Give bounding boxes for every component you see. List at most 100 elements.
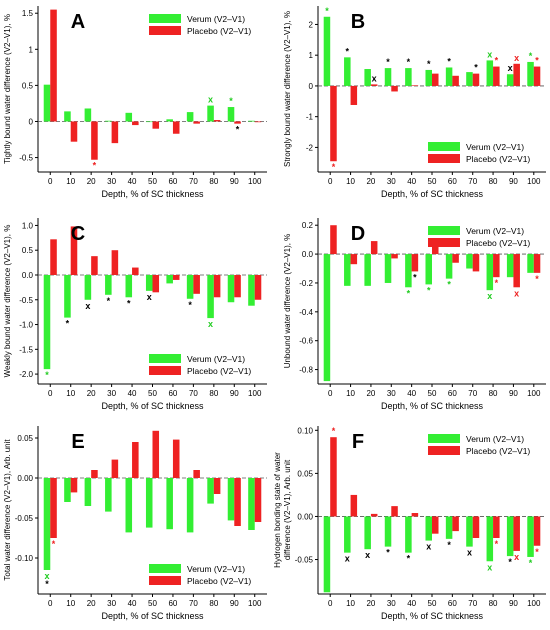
legend-swatch-verum — [428, 434, 460, 443]
x-tick-label: 80 — [489, 389, 498, 398]
bar-verum-90 — [227, 274, 235, 303]
bar-verum-100 — [248, 274, 255, 306]
y-axis-title: Strongly bound water difference (V2–V1),… — [283, 11, 292, 167]
significance-mark: x — [365, 550, 370, 560]
significance-mark: x — [514, 53, 519, 63]
y-tick-label: 0.0 — [22, 271, 34, 280]
bar-verum-0 — [323, 16, 331, 86]
x-tick-label: 20 — [366, 599, 375, 608]
bar-verum-20 — [84, 108, 92, 122]
legend: Verum (V2–V1) Placebo (V2–V1) — [149, 564, 251, 586]
significance-mark: x — [487, 291, 492, 301]
bar-placebo-50 — [432, 73, 439, 86]
x-tick-label: 40 — [128, 177, 137, 186]
bar-placebo-80 — [213, 478, 221, 494]
panel-letter: D — [351, 223, 365, 245]
bar-placebo-0 — [330, 437, 337, 517]
significance-mark: * — [495, 56, 499, 66]
bar-placebo-20 — [91, 256, 98, 275]
bar-verum-10 — [344, 516, 351, 553]
legend: Verum (V2–V1) Placebo (V2–V1) — [149, 354, 251, 376]
bar-placebo-50 — [152, 121, 160, 129]
bar-verum-100 — [527, 61, 534, 86]
bar-verum-0 — [43, 274, 51, 370]
bar-placebo-50 — [432, 516, 439, 534]
bar-verum-40 — [405, 68, 412, 86]
x-tick-label: 0 — [48, 389, 53, 398]
legend-label: Placebo (V2–V1) — [187, 576, 251, 586]
bar-placebo-30 — [111, 121, 119, 144]
bar-verum-70 — [466, 72, 473, 86]
legend-label: Placebo (V2–V1) — [466, 238, 530, 248]
bar-placebo-40 — [132, 267, 139, 275]
bar-verum-90 — [227, 107, 235, 122]
bar-verum-30 — [384, 68, 392, 86]
bar-verum-50 — [425, 69, 432, 86]
x-tick-label: 30 — [387, 389, 396, 398]
bar-verum-20 — [364, 516, 371, 550]
bar-placebo-90 — [234, 478, 241, 526]
y-axis-title: Hydrogen bonding state of waterdifferenc… — [273, 452, 292, 568]
bar-verum-50 — [425, 254, 432, 285]
x-tick-label: 30 — [107, 389, 116, 398]
significance-mark: * — [407, 57, 411, 67]
y-tick-label: 0.0 — [302, 250, 314, 259]
panel-letter: A — [71, 11, 85, 33]
bar-placebo-30 — [111, 250, 119, 275]
significance-mark: * — [413, 272, 417, 282]
significance-mark: * — [447, 56, 451, 66]
y-tick-label: 0.05 — [17, 434, 33, 443]
y-tick-label: 0.2 — [302, 221, 314, 230]
bar-verum-70 — [466, 254, 473, 269]
x-tick-label: 20 — [87, 389, 96, 398]
legend-label: Verum (V2–V1) — [187, 354, 245, 364]
x-tick-label: 0 — [328, 177, 333, 186]
bar-placebo-100 — [533, 66, 541, 86]
x-tick-label: 40 — [407, 389, 416, 398]
x-tick-label: 80 — [489, 177, 498, 186]
x-tick-label: 80 — [209, 599, 218, 608]
legend-label: Verum (V2–V1) — [187, 564, 245, 574]
bar-verum-90 — [506, 74, 514, 86]
bar-verum-40 — [405, 516, 412, 553]
x-tick-label: 60 — [448, 389, 457, 398]
bar-placebo-40 — [132, 442, 139, 478]
legend-label: Placebo (V2–V1) — [466, 446, 530, 456]
legend: Verum (V2–V1) Placebo (V2–V1) — [428, 226, 530, 248]
y-tick-label: 0.5 — [22, 81, 34, 90]
bar-placebo-70 — [193, 121, 200, 124]
bar-placebo-10 — [70, 478, 78, 493]
bar-placebo-70 — [193, 470, 200, 478]
bar-placebo-70 — [193, 274, 200, 294]
y-tick-label: -0.05 — [15, 514, 34, 523]
significance-mark: * — [447, 540, 451, 550]
y-axis-title: Tightly bound water difference (V2–V1), … — [3, 14, 12, 164]
bar-placebo-30 — [111, 459, 119, 478]
x-axis-title: Depth, % of SC thickness — [101, 611, 204, 621]
significance-mark: * — [386, 57, 390, 67]
panel-e: -0.10 -0.05 0.00 0.05 0 10 20 30 40 50 60 70 80 90 100… — [3, 426, 267, 621]
y-tick-label: -0.5 — [19, 296, 33, 305]
bar-placebo-50 — [152, 274, 160, 293]
bar-placebo-90 — [234, 274, 241, 298]
panel-letter: C — [71, 223, 85, 245]
bar-verum-30 — [384, 516, 392, 547]
x-tick-label: 10 — [346, 389, 355, 398]
bar-verum-30 — [105, 120, 112, 122]
bar-verum-20 — [364, 254, 371, 286]
bar-verum-40 — [125, 478, 133, 533]
significance-mark: * — [386, 548, 390, 558]
y-tick-label: 0.00 — [17, 474, 33, 483]
significance-mark: * — [427, 59, 431, 69]
bar-verum-60 — [445, 254, 453, 279]
y-tick-label: 0 — [29, 117, 34, 126]
bar-verum-10 — [64, 274, 71, 318]
y-tick-label: 2 — [309, 20, 314, 29]
bar-placebo-70 — [472, 254, 480, 272]
x-tick-label: 70 — [468, 177, 477, 186]
bar-verum-60 — [445, 516, 453, 539]
significance-mark: * — [495, 278, 499, 288]
significance-mark: * — [229, 96, 233, 106]
x-tick-label: 70 — [468, 389, 477, 398]
bar-placebo-20 — [91, 121, 98, 160]
